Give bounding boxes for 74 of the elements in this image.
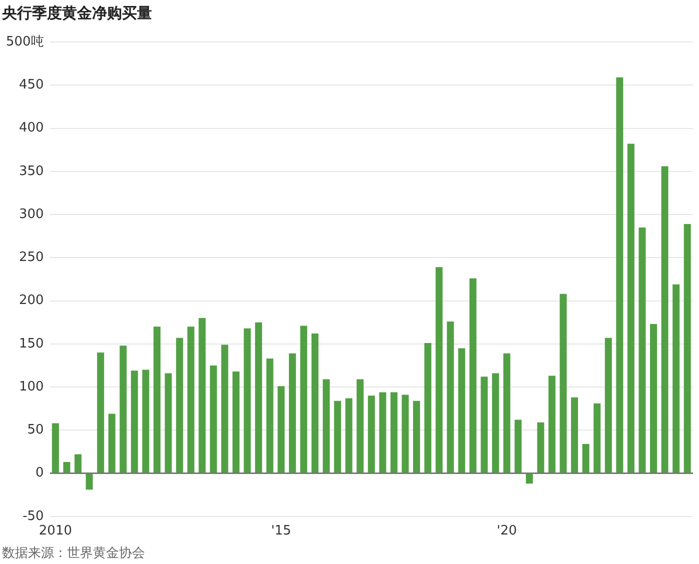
bar — [594, 403, 601, 473]
bar — [288, 353, 296, 473]
bar — [571, 397, 578, 473]
bar — [560, 294, 567, 473]
y-tick-label: 300 — [18, 206, 44, 222]
x-tick-label: 2010 — [38, 524, 72, 539]
bar — [413, 400, 420, 473]
bar — [176, 338, 184, 473]
source-note: 数据来源：世界黄金协会 — [2, 545, 145, 562]
bar — [130, 370, 138, 473]
y-tick-label: -50 — [22, 508, 44, 524]
x-tick-label: '20 — [496, 524, 517, 539]
bar — [638, 227, 646, 473]
bar — [469, 278, 476, 473]
bar — [436, 267, 443, 473]
bar — [311, 334, 318, 473]
bar — [582, 444, 590, 473]
bar — [424, 343, 432, 473]
bar — [492, 373, 500, 473]
bar — [278, 386, 285, 473]
y-tick-label: 400 — [18, 120, 44, 136]
x-tick-label: '15 — [271, 524, 292, 539]
y-tick-label: 500吨 — [6, 34, 44, 50]
bar — [684, 224, 691, 473]
bar — [120, 346, 127, 473]
bar — [661, 166, 668, 473]
bar — [210, 365, 217, 473]
bar — [616, 77, 624, 473]
bar — [300, 326, 308, 473]
bar — [108, 414, 116, 473]
bar — [345, 398, 352, 473]
chart-title: 央行季度黄金净购买量 — [2, 4, 152, 23]
bar — [537, 422, 544, 473]
bar — [446, 321, 454, 473]
bar — [52, 423, 59, 473]
bar — [379, 392, 386, 473]
bar — [604, 338, 612, 473]
bar — [368, 396, 375, 473]
bar — [164, 373, 172, 473]
bar — [232, 371, 240, 473]
bar — [198, 318, 206, 473]
y-tick-label: 250 — [18, 250, 44, 266]
bar — [63, 462, 70, 473]
bar — [244, 328, 251, 473]
bar — [503, 353, 510, 473]
bar — [672, 284, 680, 473]
y-tick-label: 150 — [18, 336, 44, 352]
y-tick-label: 350 — [18, 164, 44, 179]
bar — [255, 322, 262, 473]
bar — [650, 324, 658, 473]
bar — [86, 474, 93, 490]
y-tick-label: 450 — [18, 78, 44, 92]
bar — [402, 394, 409, 473]
bar — [74, 454, 82, 473]
bar — [514, 420, 522, 473]
y-tick-label: 200 — [18, 293, 44, 308]
bar — [390, 392, 398, 473]
bar — [627, 144, 634, 473]
bar — [480, 376, 488, 473]
bar — [322, 379, 330, 473]
bar — [221, 344, 228, 473]
bar — [548, 376, 556, 473]
y-tick-label: 50 — [27, 422, 44, 438]
bar — [154, 326, 161, 473]
bar — [266, 358, 274, 473]
y-tick-label: 100 — [18, 379, 44, 394]
bar — [356, 379, 364, 473]
bar — [97, 352, 104, 473]
bar — [142, 370, 150, 473]
bar — [187, 326, 194, 473]
bar — [458, 348, 466, 473]
bar — [334, 400, 342, 473]
bar — [526, 474, 533, 484]
y-tick-label: 0 — [36, 466, 44, 481]
